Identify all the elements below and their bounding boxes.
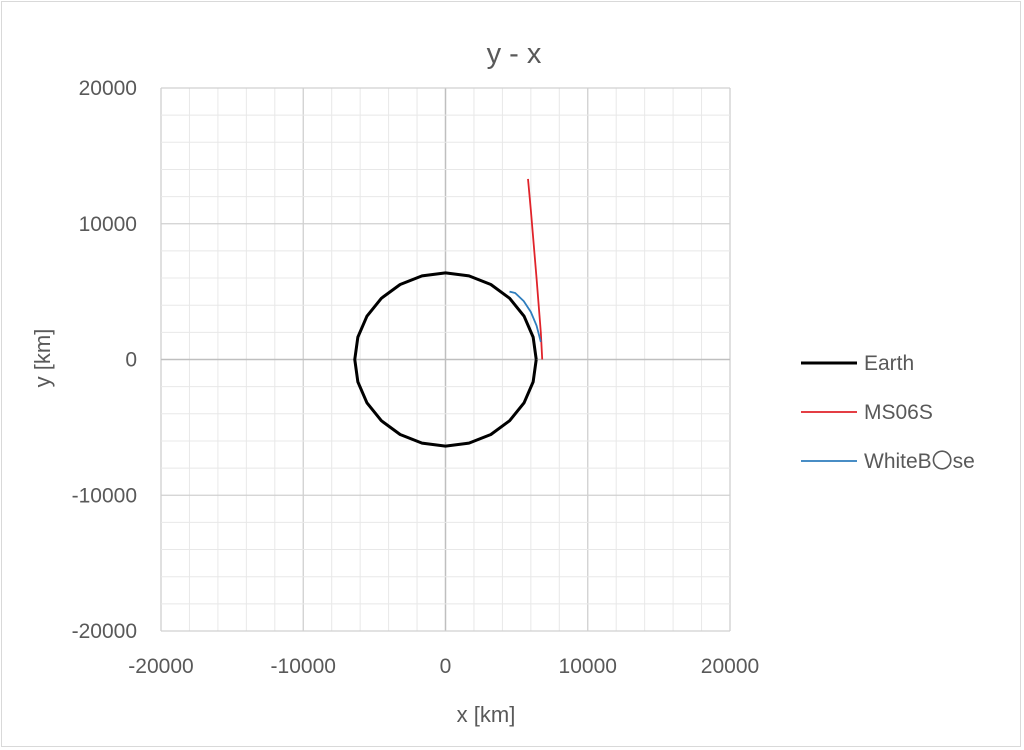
legend-label: MS06S xyxy=(864,401,933,424)
x-tick-label: 0 xyxy=(440,655,452,678)
grid xyxy=(160,87,731,632)
series-earth-line xyxy=(353,271,538,448)
y-tick-label: -10000 xyxy=(72,484,137,507)
legend-label: WhiteB〇se xyxy=(864,450,975,473)
x-tick-label: 10000 xyxy=(559,655,617,678)
y-tick-label: 10000 xyxy=(79,213,137,236)
tick-labels: -20000 -10000 0 10000 20000 20000 10000 0 -10000… xyxy=(72,77,760,678)
x-tick-label: -10000 xyxy=(271,655,336,678)
y-tick-label: 20000 xyxy=(79,77,137,100)
y-tick-label: 0 xyxy=(125,349,137,372)
series-ms06s-line xyxy=(527,178,544,360)
chart-title: y - x xyxy=(487,38,542,70)
x-tick-label: 20000 xyxy=(701,655,759,678)
y-axis-label: y [km] xyxy=(30,329,55,388)
plot-series xyxy=(353,178,544,448)
x-tick-label: -20000 xyxy=(128,655,193,678)
series-whiteb-se-line xyxy=(509,290,542,343)
y-tick-label: -20000 xyxy=(72,620,137,643)
x-axis-label: x [km] xyxy=(457,702,516,727)
legend: Earth MS06S WhiteB〇se xyxy=(801,352,975,473)
legend-label: Earth xyxy=(864,352,914,375)
